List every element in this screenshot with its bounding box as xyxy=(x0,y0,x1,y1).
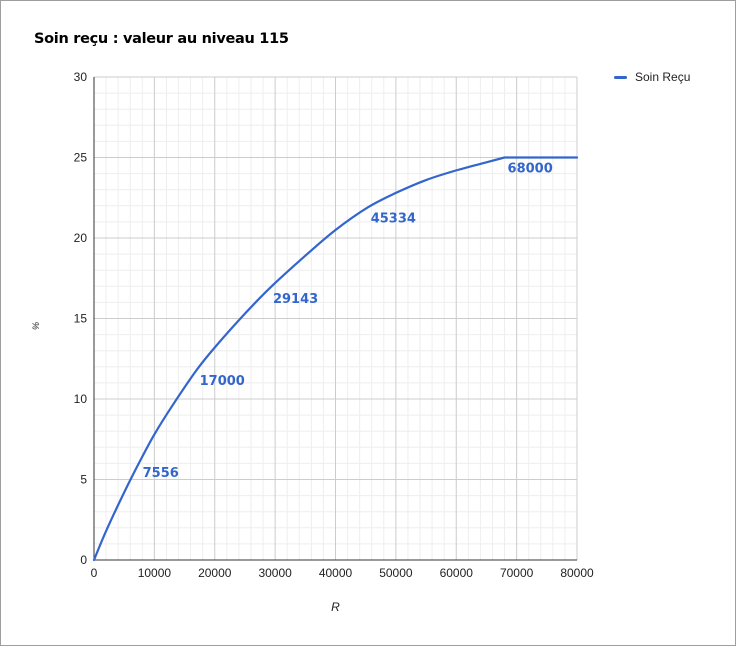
y-tick-label: 15 xyxy=(74,312,88,326)
x-tick-label: 20000 xyxy=(198,566,232,580)
chart-legend: Soin Reçu xyxy=(614,70,690,84)
y-axis-title: % xyxy=(31,322,41,330)
x-axis-title: R xyxy=(331,600,340,614)
data-label: 17000 xyxy=(200,374,245,389)
chart-title: Soin reçu : valeur au niveau 115 xyxy=(34,31,289,47)
data-label: 45334 xyxy=(371,211,416,226)
y-tick-label: 10 xyxy=(74,392,88,406)
x-tick-label: 30000 xyxy=(258,566,292,580)
x-tick-label: 40000 xyxy=(319,566,353,580)
y-tick-label: 20 xyxy=(74,231,88,245)
x-tick-label: 0 xyxy=(91,566,98,580)
x-tick-label: 80000 xyxy=(560,566,594,580)
legend-label: Soin Reçu xyxy=(635,70,691,84)
series-line-soin-recu xyxy=(92,156,579,562)
y-tick-label: 30 xyxy=(74,70,88,84)
y-tick-label: 25 xyxy=(74,151,88,165)
y-tick-label: 5 xyxy=(80,473,87,487)
data-label: 68000 xyxy=(508,162,553,177)
legend-swatch xyxy=(614,75,627,79)
x-tick-label: 70000 xyxy=(500,566,534,580)
data-label: 7556 xyxy=(143,466,179,481)
x-tick-label: 10000 xyxy=(138,566,172,580)
data-label: 29143 xyxy=(273,292,318,307)
x-tick-label: 50000 xyxy=(379,566,413,580)
y-tick-label: 0 xyxy=(80,553,87,567)
x-tick-label: 60000 xyxy=(440,566,474,580)
